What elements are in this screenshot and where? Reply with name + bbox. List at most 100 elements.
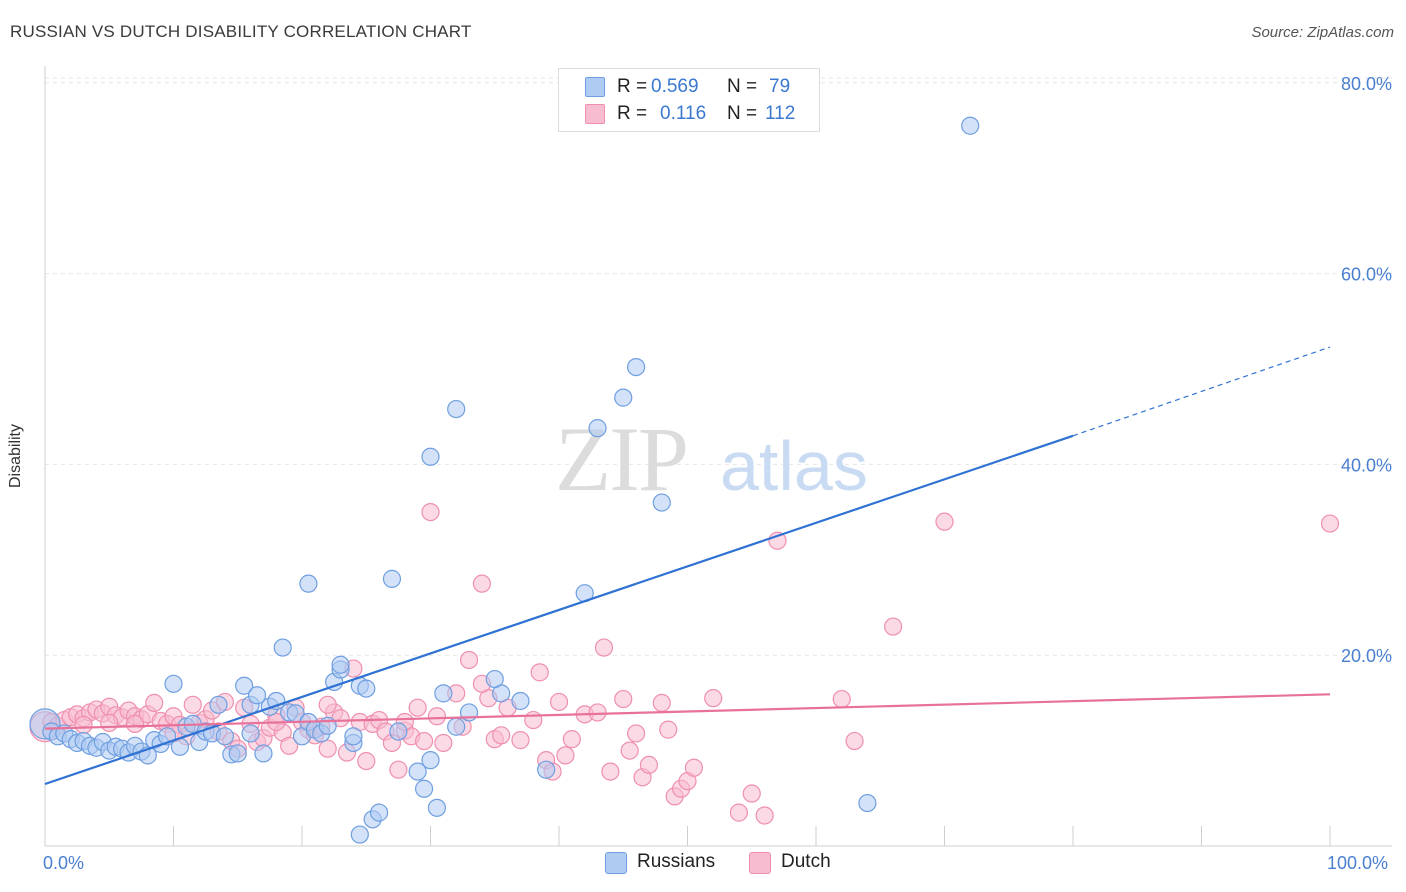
russians-point bbox=[511, 691, 530, 711]
dutch-point bbox=[601, 762, 620, 781]
dutch-point bbox=[511, 731, 530, 750]
watermark-zip: ZIP bbox=[555, 408, 687, 510]
russians-n-label: N = bbox=[727, 76, 758, 97]
russians-point bbox=[537, 760, 556, 779]
y-axis-label: Disability bbox=[7, 423, 24, 489]
dutch-points bbox=[29, 502, 1340, 825]
dutch-point bbox=[492, 726, 511, 745]
russians-point bbox=[434, 684, 453, 703]
russians-r-value: 0.569 bbox=[651, 76, 699, 97]
dutch-n-value: 112 bbox=[765, 103, 796, 124]
russians-point bbox=[273, 638, 292, 657]
dutch-point bbox=[280, 736, 299, 755]
dutch-point bbox=[549, 692, 569, 712]
dutch-point bbox=[125, 714, 145, 733]
russians-point bbox=[961, 116, 980, 135]
y-tick-label: 40.0% bbox=[1341, 455, 1392, 475]
russians-point bbox=[209, 695, 228, 714]
russians-point bbox=[447, 399, 466, 419]
dutch-point bbox=[883, 617, 903, 636]
russians-point bbox=[485, 669, 504, 689]
russians-point bbox=[350, 825, 369, 844]
x-tick-label-min: 0.0% bbox=[43, 853, 85, 873]
dutch-point bbox=[524, 710, 543, 730]
dutch-point bbox=[704, 689, 723, 708]
dutch-point bbox=[427, 707, 447, 726]
russians-point bbox=[652, 493, 671, 512]
dutch-point bbox=[357, 751, 376, 771]
russians-swatch bbox=[585, 77, 605, 97]
dutch-point bbox=[1320, 514, 1340, 533]
dutch-point bbox=[594, 638, 614, 657]
dutch-point bbox=[318, 695, 337, 714]
chart-title: RUSSIAN VS DUTCH DISABILITY CORRELATION … bbox=[10, 22, 472, 41]
dutch-point bbox=[639, 755, 659, 775]
russians-point bbox=[427, 798, 447, 817]
russians-point bbox=[299, 574, 318, 593]
dutch-point bbox=[935, 512, 954, 531]
legend-dutch-swatch bbox=[749, 852, 771, 874]
dutch-point bbox=[652, 693, 671, 713]
dutch-point bbox=[588, 703, 607, 722]
russians-n-value: 79 bbox=[769, 76, 791, 97]
dutch-point bbox=[845, 731, 864, 751]
grid-layer bbox=[45, 77, 1392, 656]
dutch-point bbox=[434, 733, 453, 753]
russians-point bbox=[331, 655, 350, 674]
dutch-point bbox=[318, 739, 337, 758]
russians-point bbox=[164, 674, 183, 693]
russians-point bbox=[357, 679, 376, 698]
russians-point bbox=[215, 727, 234, 746]
dutch-point bbox=[472, 574, 491, 593]
dutch-point bbox=[556, 746, 575, 765]
russians-point bbox=[421, 751, 440, 770]
legend-dutch-label: Dutch bbox=[781, 851, 831, 872]
y-tick-label: 60.0% bbox=[1341, 265, 1392, 285]
russians-point bbox=[626, 357, 646, 377]
russians-point bbox=[421, 447, 440, 466]
dutch-trend-line bbox=[44, 693, 1331, 730]
russians-point bbox=[389, 722, 408, 741]
dutch-r-label: R = bbox=[617, 103, 648, 124]
dutch-point bbox=[414, 731, 434, 751]
russians-point bbox=[241, 724, 260, 743]
y-tick-label: 80.0% bbox=[1341, 74, 1392, 94]
dutch-point bbox=[832, 689, 851, 709]
russians-r-label: R = bbox=[617, 76, 648, 97]
russians-point bbox=[247, 686, 267, 705]
russians-point bbox=[447, 717, 466, 736]
legend-russians-swatch bbox=[605, 852, 627, 874]
russians-point bbox=[588, 419, 607, 438]
dutch-point bbox=[145, 693, 164, 713]
dutch-point bbox=[562, 730, 581, 749]
dutch-point bbox=[530, 663, 549, 682]
russians-point bbox=[408, 762, 427, 781]
correlation-legend: R = 0.569 N = 79 R = 0.116 N = 112 bbox=[558, 68, 820, 132]
dutch-point bbox=[729, 803, 749, 822]
dutch-point bbox=[100, 713, 119, 733]
dutch-point bbox=[421, 502, 440, 522]
russians-point bbox=[614, 388, 633, 407]
russians-point bbox=[382, 569, 402, 588]
dutch-point bbox=[755, 806, 774, 825]
watermark-atlas: atlas bbox=[720, 427, 868, 505]
y-tick-labels: 20.0% 40.0% 60.0% 80.0% bbox=[1341, 74, 1392, 666]
russians-trend-extension bbox=[1072, 346, 1331, 437]
dutch-point bbox=[459, 650, 479, 670]
y-tick-label: 20.0% bbox=[1341, 646, 1392, 666]
russians-point bbox=[235, 676, 254, 695]
russians-point bbox=[254, 744, 273, 763]
russians-trend-line bbox=[44, 434, 1074, 786]
russians-point bbox=[370, 803, 389, 822]
russians-point bbox=[344, 727, 363, 746]
dutch-point bbox=[742, 784, 761, 803]
dutch-r-value: 0.116 bbox=[660, 103, 707, 124]
dutch-swatch bbox=[585, 104, 605, 124]
russians-point bbox=[414, 779, 434, 798]
dutch-point bbox=[684, 758, 704, 777]
dutch-n-label: N = bbox=[727, 103, 758, 124]
dutch-point bbox=[183, 695, 202, 714]
dutch-point bbox=[614, 689, 633, 709]
dutch-point bbox=[659, 720, 678, 739]
